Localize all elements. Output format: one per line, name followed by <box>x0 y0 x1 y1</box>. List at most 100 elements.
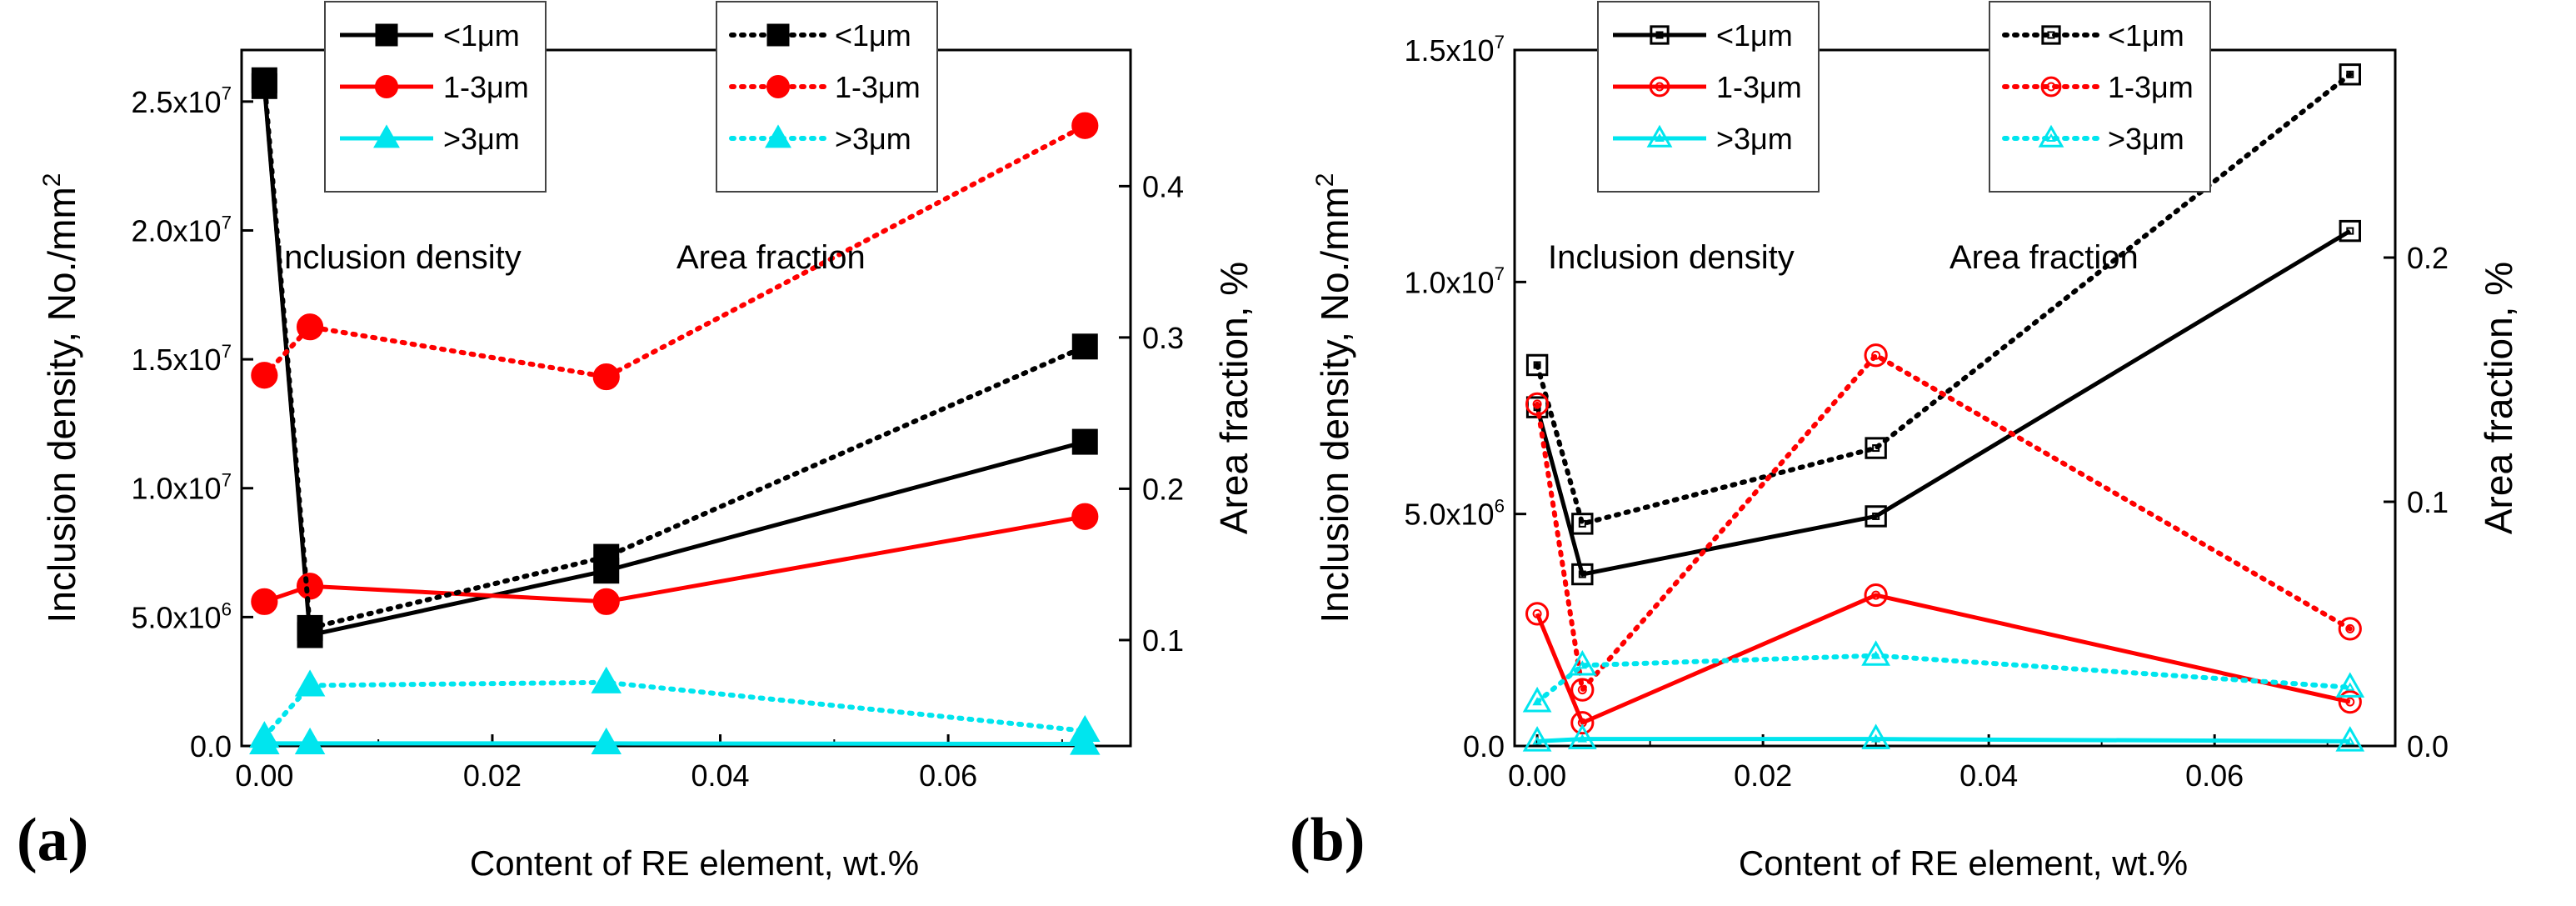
panel-b-series-density-1-point-inner <box>1871 590 1881 600</box>
panel-a-series-area-4-point-shape <box>1071 112 1099 139</box>
panel-a-series-density-2-line <box>264 741 1086 747</box>
panel-b-legend-area-marker-inner <box>2047 31 2055 39</box>
panel-b-series-density-2-point <box>2335 726 2365 752</box>
panel-a-legend-density-label: <1μm <box>443 18 520 53</box>
panel-b-legend-area-label: >3μm <box>2108 122 2184 156</box>
panel-b-series-density-0-line <box>1535 228 2352 577</box>
panel-b-series-density-0-point <box>1571 563 1594 586</box>
panel-b-series-area-4-point-shape <box>2338 617 2362 641</box>
panel-a-series-area-5-point-shape <box>591 666 622 693</box>
panel-b-series-density-1-point <box>2338 690 2362 714</box>
panel-b-legend-density-marker-shape <box>1646 124 1673 148</box>
panel-a-legend-density-marker-shape <box>373 124 400 148</box>
panel-b-y-left-tick-label: 1.0x107 <box>1404 263 1505 299</box>
panel-a-legend-area-label: 1-3μm <box>835 70 921 104</box>
panel-b-series-density-2-point <box>1522 726 1552 752</box>
panel-b-series-area-4-point-shape <box>1570 678 1595 702</box>
panel-b-legend-density-marker <box>1646 124 1673 148</box>
panel-a-legend-area-marker-shape <box>766 23 790 47</box>
panel-a-x-tick-label: 0.00 <box>235 758 293 793</box>
panel-a-series-density-2-point <box>591 727 622 755</box>
panel-a-series-area-4-point-shape <box>251 362 278 389</box>
panel-b-y-right-tick-label: 0.2 <box>2407 241 2449 275</box>
panel-a-legend-density-marker <box>375 23 398 47</box>
panel-b-series-density-1-point <box>1864 583 1888 608</box>
panel-b-series-area-5-point <box>1522 686 1552 713</box>
panel-b-legend-density: <1μm 1-3μm >3μm <box>1597 1 1820 193</box>
panel-b-series-density-1-line <box>1535 593 2351 725</box>
panel-a-series-density-2-point <box>294 727 326 755</box>
panel-a-series-area-4-point <box>296 313 324 341</box>
panel-a-legend-area-marker <box>766 23 790 47</box>
panel-a-y-left-tick-label: 1.0x107 <box>131 470 232 506</box>
panel-b-y-right-tick-label: 0.1 <box>2407 485 2449 519</box>
panel-a-legend-density-marker <box>373 124 400 148</box>
panel-b-series-density-2-point-shape <box>1861 723 1891 749</box>
panel-a-series-area-4-point <box>1071 112 1099 139</box>
panel-a-series-area-3-point <box>1071 333 1098 360</box>
panel-b-series-area-4-point-inner <box>1577 685 1587 695</box>
panel-a-series-area-5-point <box>294 669 326 697</box>
panel-b-series-area-3-point-shape <box>2339 63 2361 86</box>
panel-b-series-density-1-point-shape <box>1525 602 1550 626</box>
panel-a-plot-frame <box>240 48 1132 748</box>
panel-b-x-tick-label: 0.04 <box>1959 758 2018 793</box>
panel-b-series-density-0-point-shape <box>1571 563 1594 586</box>
panel-b-series-density-2-point-inner <box>1577 733 1588 743</box>
panel-a-annotation-density: Inclusion density <box>275 239 522 276</box>
panel-b-legend-density-marker <box>1649 76 1670 98</box>
panel-b-x-tick-label: 0.02 <box>1734 758 1792 793</box>
panel-a-legend-density-marker <box>374 74 399 99</box>
panel-b-series-density-1-point-inner <box>1532 608 1542 618</box>
panel-b-series-area-3-point-shape <box>1525 353 1549 377</box>
panel-a-series-area-4-point <box>251 362 278 389</box>
panel-b-series-density-0-point <box>1865 505 1887 528</box>
panel-a-y-right-tick-label: 0.4 <box>1142 169 1184 203</box>
panel-b-series-area-4-point <box>1570 678 1595 702</box>
panel-b-series-area-4-point-shape <box>1864 343 1888 368</box>
panel-b-legend-area-marker-inner <box>2046 133 2056 142</box>
panel-a-y-left-tick-label: 5.0x106 <box>131 598 232 634</box>
panel-a-y-left-tick-label: 0.0 <box>190 729 232 763</box>
panel-a-series-density-1-point-shape <box>592 588 620 615</box>
panel-a-series-area-5-line <box>262 679 1088 740</box>
panel-a-series-area-3-point-shape <box>297 614 323 641</box>
panel-b-series-density-1-point-inner <box>2345 697 2355 707</box>
panel-a-annotation-area: Area fraction <box>676 239 866 276</box>
panel-a-series-density-2-point-shape <box>591 727 622 755</box>
panel-b-series-area-5-point-inner <box>1532 697 1542 706</box>
panel-b-series-density-0-point-shape <box>1865 505 1887 528</box>
panel-b-series-area-4-point <box>2338 617 2362 641</box>
panel-a-series-density-1-point <box>1071 503 1099 530</box>
panel-b-legend-area-marker-shape <box>2040 76 2062 98</box>
panel-b-series-area-3-point-inner <box>1872 444 1880 453</box>
panel-a-series-density-2-point-shape <box>294 727 326 755</box>
panel-a-legend-density-marker-shape <box>374 74 399 99</box>
panel-a-legend-density-label: 1-3μm <box>443 70 529 104</box>
panel-b-series-density-2-line <box>1536 737 2350 743</box>
panel-b-y-right-tick-label: 0.0 <box>2407 729 2449 763</box>
panel-b-y-left-axis-title: Inclusion density, No./mm2 <box>1311 173 1356 623</box>
panel-b-legend-area-marker <box>2038 124 2064 148</box>
panel-a-series-density-1-line <box>263 514 1086 604</box>
panel-a-y-left-axis-title: Inclusion density, No./mm2 <box>38 173 83 623</box>
panel-a-legend-area-marker-shape <box>766 74 791 99</box>
panel-b-legend-density-marker <box>1650 25 1670 45</box>
panel-b-series-area-5-line <box>1535 653 2353 705</box>
panel-a-series-area-5-point <box>1070 714 1101 742</box>
panel-b-series-area-5-point-shape <box>1861 640 1891 666</box>
panel-b-plot-frame <box>1513 48 2397 748</box>
panel-a-series-area-5-point-shape <box>294 669 326 697</box>
panel-a-series-density-0-point <box>1071 428 1098 455</box>
panel-b-y-left-tick-label: 5.0x106 <box>1404 496 1505 532</box>
panel-b-series-density-0-point-shape <box>2339 219 2361 243</box>
panel-b-series-density-1-point-shape <box>1864 583 1888 608</box>
panel-b-series-density-2-point-inner <box>1870 733 1881 743</box>
panel-a-legend-density: <1μm 1-3μm >3μm <box>324 1 547 193</box>
panel-a-y-left-tick-label: 1.5x107 <box>131 341 232 377</box>
panel-a-legend-area-marker <box>766 74 791 99</box>
panel-a-y-right-tick-label: 0.3 <box>1142 321 1184 355</box>
panel-a-series-density-1-point <box>296 573 324 600</box>
panel-b-annotation-density: Inclusion density <box>1548 239 1795 276</box>
panel-b-x-axis-title: Content of RE element, wt.% <box>1739 843 2188 883</box>
